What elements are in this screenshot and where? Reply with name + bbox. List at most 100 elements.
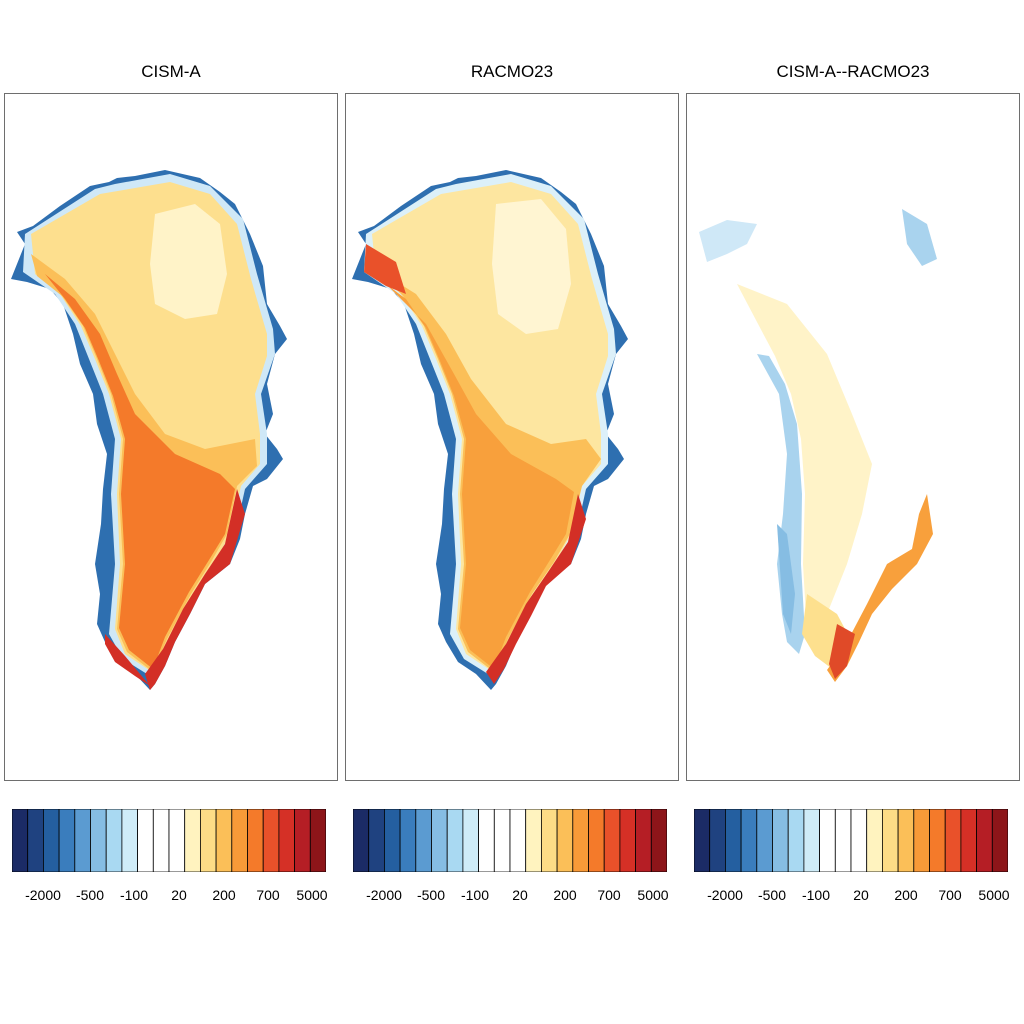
colorbar-tick-label: -2000 [366,887,402,903]
map-region [364,244,406,294]
colorbar [12,809,326,872]
colorbar-swatch [431,809,448,872]
colorbar-swatch [944,809,962,872]
colorbar-swatch [724,809,742,872]
panel-difference: CISM-A--RACMO23 -2000 -500 -100 20 200 700 500… [686,0,1020,1024]
colorbar-swatch [709,809,726,872]
colorbar-swatch [556,809,574,872]
map-region [829,624,855,679]
colorbar-swatches [694,809,1008,872]
colorbar-swatch [247,809,264,872]
colorbar-swatch [803,809,821,872]
colorbar-swatch [462,809,480,872]
colorbar-swatch [262,809,280,872]
colorbar-swatch [694,809,711,872]
map-region [492,199,571,334]
colorbar-tick-labels: -2000 -500 -100 20 200 700 5000 [353,887,669,907]
colorbar-swatch [12,809,29,872]
colorbar-swatch [368,809,385,872]
colorbar-swatch [740,809,758,872]
panel-cism-a: CISM-A -2000 -500 -100 20 200 700 5000 [4,0,338,1024]
colorbar-swatch [446,809,464,872]
greenland-map [11,170,287,690]
colorbar-swatch [478,809,495,872]
map-region [45,274,235,669]
map-region [902,209,937,266]
colorbar-swatch [960,809,977,872]
colorbar-swatch [353,809,370,872]
colorbar-swatch [168,809,186,872]
colorbar-swatch [976,809,993,872]
colorbar-swatch [231,809,248,872]
colorbar-swatch [105,809,123,872]
colorbar-tick-label: 700 [938,887,962,903]
colorbar-swatch [756,809,773,872]
colorbar-tick-label: -2000 [707,887,743,903]
colorbar-swatch [834,809,852,872]
map-region [699,220,757,262]
map-racmo23 [345,93,679,781]
map-region [150,204,227,319]
colorbar-swatch [509,809,527,872]
colorbar-tick-label: 20 [512,887,528,903]
colorbar-tick-label: 200 [212,887,236,903]
panel-title: RACMO23 [470,62,554,81]
colorbar-swatch [897,809,915,872]
colorbar-tick-label: 700 [597,887,621,903]
colorbar-swatch [819,809,836,872]
colorbar-swatch [184,809,201,872]
colorbar-tick-label: 200 [553,887,577,903]
map-region [486,494,586,684]
map-difference [686,93,1020,781]
panel-title: CISM-A--RACMO23 [776,62,930,81]
colorbar-swatch [619,809,636,872]
colorbar-swatch [991,809,1008,872]
greenland-map [693,170,969,690]
colorbar-swatch [493,809,511,872]
colorbar-swatch [215,809,233,872]
colorbar-swatch [42,809,60,872]
colorbar-swatch [383,809,401,872]
colorbar-tick-label: 200 [894,887,918,903]
colorbar-swatches [12,809,326,872]
colorbar-swatch [294,809,311,872]
colorbar-tick-label: 5000 [637,887,669,903]
colorbar-swatch [635,809,652,872]
colorbar-swatch [787,809,805,872]
colorbar-swatch [309,809,326,872]
map-region [777,524,795,634]
colorbar-tick-label: 5000 [978,887,1010,903]
colorbar-swatch [415,809,432,872]
colorbar-tick-labels: -2000 -500 -100 20 200 700 5000 [12,887,327,907]
colorbar-swatch [572,809,589,872]
colorbar-swatch [121,809,139,872]
colorbar-tick-label: -500 [757,887,787,903]
colorbar [694,809,1008,872]
colorbar-tick-label: -100 [801,887,831,903]
colorbar-swatch [399,809,417,872]
colorbar-swatch [913,809,930,872]
colorbar-swatch [650,809,667,872]
colorbar-swatch [74,809,91,872]
colorbar-swatch [278,809,295,872]
colorbar-swatch [850,809,868,872]
colorbar-swatch [866,809,883,872]
colorbar-tick-label: 20 [171,887,187,903]
map-region [105,634,150,686]
map-region [145,489,245,690]
colorbar-swatch [603,809,621,872]
colorbar-tick-label: 20 [853,887,869,903]
colorbar-swatches [353,809,667,872]
colorbar-swatch [525,809,542,872]
colorbar-swatch [58,809,76,872]
colorbar-tick-label: 700 [256,887,280,903]
colorbar-swatch [929,809,946,872]
colorbar-swatch [90,809,107,872]
map-region [737,284,872,634]
colorbar [353,809,667,872]
colorbar-tick-label: -500 [416,887,446,903]
colorbar-tick-label: -100 [460,887,490,903]
colorbar-swatch [27,809,44,872]
colorbar-swatch [540,809,558,872]
colorbar-swatch [137,809,154,872]
